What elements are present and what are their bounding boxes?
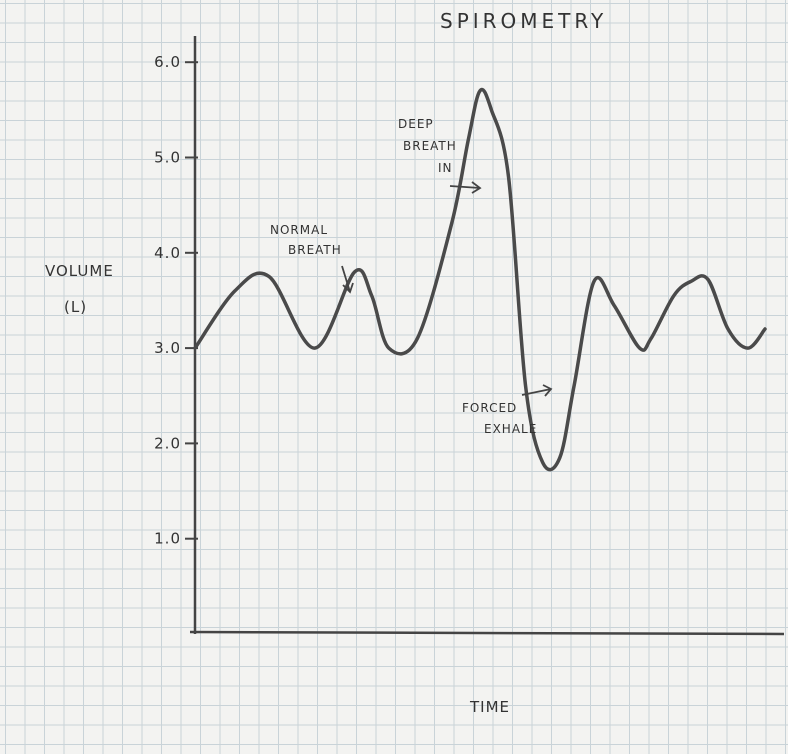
y-tick-label: 6.0 [154,53,181,71]
annotation-normal-breath: NORMAL BREATH [270,223,354,294]
y-tick-label: 2.0 [154,434,181,452]
annotation-deep-breath-line3: IN [438,161,453,175]
y-tick-label: 3.0 [154,339,181,357]
annotation-normal-breath-line2: BREATH [288,243,342,257]
x-axis-label: TIME [469,698,510,716]
y-axis-label: VOLUME [45,262,114,280]
annotation-deep-breath-line1: DEEP [398,117,434,131]
annotation-normal-breath-line1: NORMAL [270,223,328,237]
annotation-normal-breath-arrow [341,265,354,294]
annotation-forced-exhale-line1: FORCED [462,401,517,415]
y-axis-unit: (L) [64,298,87,316]
annotation-deep-breath-line2: BREATH [403,139,457,153]
annotation-deep-breath: DEEP BREATH IN [398,117,482,194]
y-tick-label: 1.0 [154,530,181,548]
annotation-forced-exhale-arrow [521,384,553,397]
annotation-deep-breath-arrow [449,181,482,194]
annotation-forced-exhale: FORCED EXHALE [462,384,553,436]
y-tick-label: 5.0 [154,149,181,167]
volume-series-line [193,87,767,472]
x-axis [189,630,785,636]
annotation-forced-exhale-line2: EXHALE [484,422,537,436]
y-tick-group: 1.0 2.0 3.0 4.0 5.0 6.0 [154,53,198,548]
y-tick-label: 4.0 [154,244,181,262]
chart-title: SPIROMETRY [440,9,607,33]
